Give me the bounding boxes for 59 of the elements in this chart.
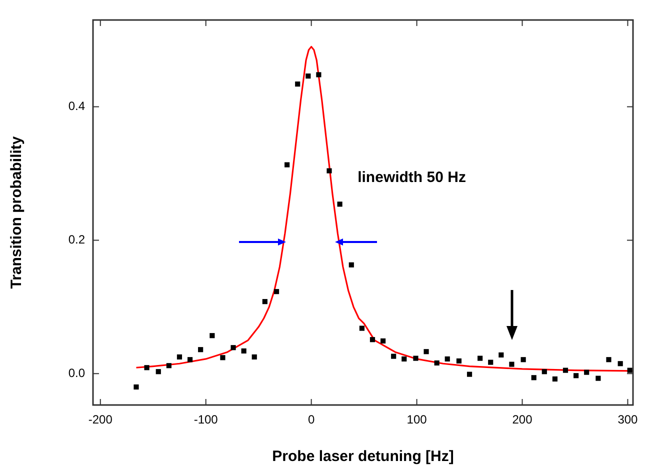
- point: [241, 348, 246, 354]
- annotation: linewidth 50 Hz: [358, 168, 466, 186]
- point: [252, 354, 257, 360]
- point: [424, 349, 429, 354]
- point: [584, 370, 590, 375]
- point: [542, 369, 547, 374]
- x-tick-label: -200: [88, 412, 113, 427]
- point: [478, 356, 483, 361]
- point: [348, 262, 354, 268]
- point: [295, 82, 300, 87]
- point: [274, 289, 280, 294]
- y-axis-title: Transition probability: [8, 136, 26, 289]
- point: [316, 72, 322, 78]
- x-tick-label: -100: [194, 412, 218, 427]
- point: [552, 376, 558, 382]
- y-tick-label: 0.2: [68, 232, 86, 247]
- y-tick-label: 0.4: [68, 99, 86, 114]
- point: [284, 162, 290, 168]
- x-axis-title: Probe laser detuning [Hz]: [272, 448, 454, 466]
- y-tick-label: 0.0: [68, 366, 86, 380]
- point: [531, 375, 536, 380]
- point: [262, 299, 268, 304]
- point: [380, 338, 386, 344]
- point: [498, 352, 504, 358]
- point: [466, 372, 472, 377]
- x-tick-label: 0: [308, 412, 315, 427]
- point: [444, 356, 450, 362]
- point: [627, 368, 632, 373]
- point: [520, 357, 526, 362]
- point: [606, 357, 612, 362]
- x-tick-label: 300: [618, 412, 638, 427]
- point: [156, 369, 161, 374]
- point: [144, 365, 150, 370]
- point: [176, 354, 182, 360]
- point: [187, 357, 193, 362]
- point: [456, 358, 462, 364]
- point: [413, 356, 418, 361]
- point: [618, 361, 623, 366]
- point: [509, 362, 514, 367]
- x-tick-label: 200: [512, 412, 533, 427]
- point: [230, 345, 236, 350]
- point: [306, 74, 311, 79]
- point: [434, 360, 440, 366]
- point: [562, 368, 568, 373]
- point: [220, 355, 226, 360]
- point: [337, 202, 342, 207]
- point: [370, 337, 376, 342]
- x-tick-label: 100: [406, 412, 428, 427]
- point: [359, 326, 364, 331]
- point: [488, 360, 494, 365]
- point: [198, 347, 204, 352]
- point: [574, 373, 579, 378]
- point: [391, 354, 396, 359]
- point: [326, 168, 332, 174]
- point: [166, 363, 172, 368]
- point: [596, 376, 601, 381]
- point: [402, 356, 407, 362]
- point: [134, 384, 139, 390]
- point: [210, 333, 215, 338]
